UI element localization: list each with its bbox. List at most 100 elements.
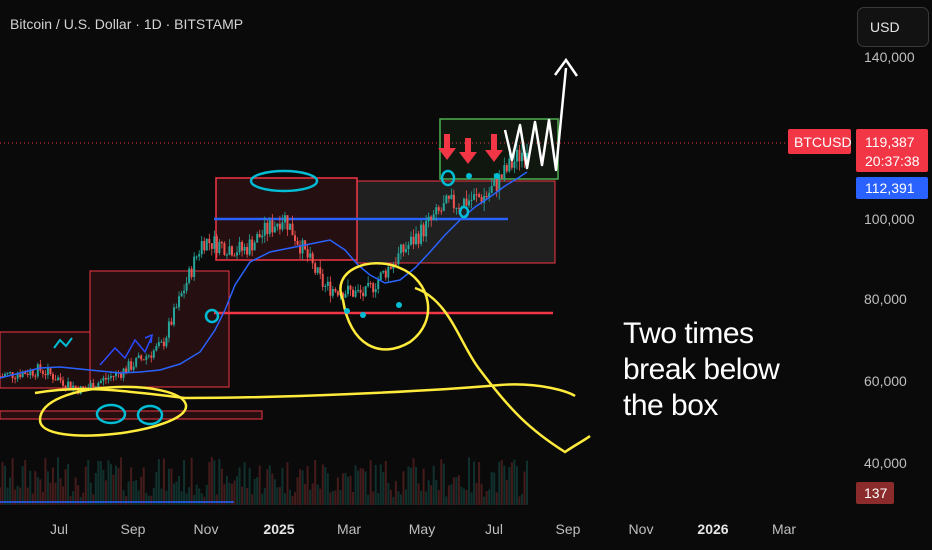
candle-body — [6, 372, 9, 374]
volume-bar — [130, 467, 133, 505]
volume-bar — [11, 458, 14, 505]
volume-bar — [218, 459, 221, 505]
volume-bar — [14, 489, 17, 505]
candle-body — [114, 372, 117, 377]
ma-tag-bg — [856, 177, 928, 199]
volume-bar — [498, 461, 501, 505]
price-tick: 100,000 — [864, 211, 915, 227]
volume-bar — [223, 483, 226, 505]
volume-bar — [67, 463, 70, 505]
volume-bar — [286, 462, 289, 505]
volume-bar — [399, 494, 402, 505]
volume-bar — [304, 483, 307, 505]
volume-tag-bg — [856, 482, 894, 504]
volume-bar — [233, 480, 236, 505]
candle-body — [150, 355, 153, 358]
volume-bar — [6, 487, 9, 505]
candle-body — [404, 249, 407, 253]
volume-bar — [36, 477, 39, 505]
volume-bar — [329, 492, 332, 505]
candle-body — [215, 236, 218, 253]
price-tick: 40,000 — [864, 455, 907, 471]
candle-body — [165, 337, 168, 347]
volume-bar — [59, 478, 62, 505]
volume-bar — [253, 478, 256, 505]
volume-bar — [422, 468, 425, 505]
candle-body — [210, 243, 213, 249]
volume-bar — [241, 486, 244, 505]
candle-body — [243, 246, 246, 251]
candle-body — [357, 289, 360, 291]
currency-button[interactable]: USD — [857, 7, 929, 47]
price-scale[interactable]: 140,000 100,000 80,000 60,000 40,000 — [864, 49, 915, 471]
candle-body — [334, 289, 337, 292]
volume-bar — [162, 458, 165, 505]
volume-bar — [447, 485, 450, 505]
candle-body — [352, 289, 355, 297]
candle-body — [455, 207, 458, 209]
candle-body — [107, 377, 110, 380]
volume-bar — [417, 483, 420, 505]
candle-body — [314, 263, 317, 273]
ma-tag: 112,391 — [865, 180, 915, 196]
candle-body — [92, 383, 95, 390]
candle-body — [435, 207, 438, 215]
candle-body — [420, 224, 423, 244]
candle-body — [162, 341, 165, 347]
volume-bar — [34, 471, 37, 505]
volume-bar — [352, 492, 355, 505]
candle-body — [425, 221, 428, 237]
volume-bar — [24, 459, 27, 505]
candle-body — [485, 195, 488, 198]
volume-bar — [432, 465, 435, 505]
candle-body — [69, 381, 72, 389]
candle-body — [160, 341, 163, 343]
candle-body — [51, 374, 54, 380]
volume-bar — [331, 491, 334, 505]
volume-bar — [54, 482, 57, 505]
candle-body — [193, 256, 196, 278]
volume-bar — [425, 491, 428, 505]
volume-bar — [508, 466, 511, 505]
candle-body — [228, 246, 231, 255]
candle-body — [137, 355, 140, 358]
volume-bar — [122, 490, 125, 505]
candle-body — [9, 372, 12, 374]
candle-body — [495, 178, 498, 192]
candle-body — [309, 253, 312, 258]
volume-bar — [165, 490, 168, 505]
volume-bar — [92, 494, 95, 505]
candle-body — [56, 377, 59, 381]
volume-bar — [137, 490, 140, 505]
candle-body — [16, 374, 19, 379]
volume-bar — [268, 465, 271, 505]
candle-body — [341, 292, 344, 298]
range-box-lower — [0, 331, 91, 389]
volume-bar — [407, 466, 410, 505]
volume-bar — [301, 470, 304, 505]
volume-bar — [261, 493, 264, 505]
candle-body — [251, 239, 254, 251]
candle-body — [468, 200, 471, 206]
volume-bar — [56, 457, 59, 505]
candle-body — [180, 293, 183, 297]
volume-bar — [251, 494, 254, 505]
volume-bar — [311, 483, 314, 505]
volume-bar — [372, 491, 375, 505]
candle-body — [220, 241, 223, 244]
time-axis[interactable]: Jul Sep Nov 2025 Mar May Jul Sep Nov 202… — [50, 521, 796, 537]
candle-body — [364, 285, 367, 297]
candle-body — [172, 307, 175, 325]
candle-body — [241, 241, 244, 251]
candle-body — [185, 282, 188, 291]
volume-bar — [299, 469, 302, 505]
candle-body — [120, 373, 123, 378]
candle-body — [329, 281, 332, 296]
volume-bar — [238, 467, 241, 505]
candle-body — [97, 383, 100, 388]
volume-bar — [319, 488, 322, 505]
time-label: Mar — [337, 521, 361, 537]
candle-body — [205, 238, 208, 251]
volume-bar — [145, 492, 148, 505]
